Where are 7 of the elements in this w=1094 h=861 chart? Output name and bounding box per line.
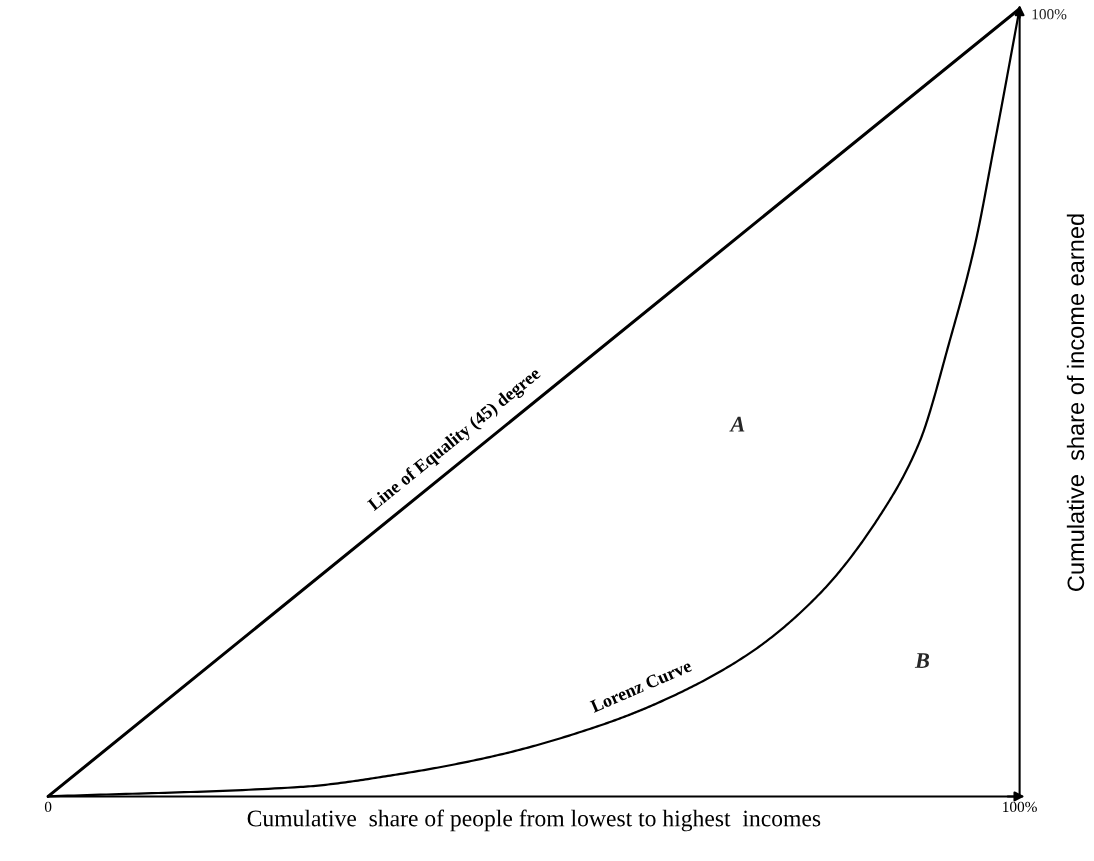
- x-tick-label: 0: [44, 801, 52, 813]
- x-axis-title: Cumulative share of people from lowest to highest incomes: [247, 809, 821, 832]
- text: Lorenz Curve: [589, 659, 693, 713]
- y-axis-title: Cumulative share of income earned: [1066, 214, 1085, 591]
- annotation: A: [729, 416, 745, 432]
- text: 100%: [1032, 9, 1067, 20]
- annotation: B: [914, 653, 930, 668]
